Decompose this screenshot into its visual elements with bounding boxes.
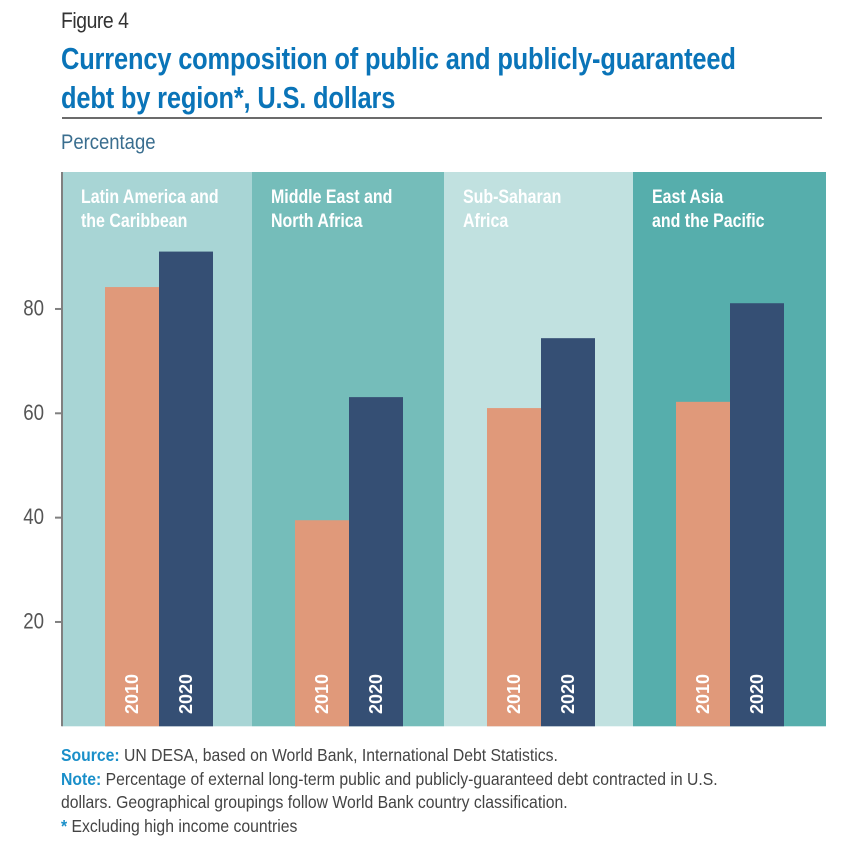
source-text: UN DESA, based on World Bank, Internatio… [119,745,558,765]
region-label: Middle East and North Africa [271,186,392,232]
region-label-line: Sub-Saharan [463,186,561,208]
region-label: Sub-Saharan Africa [463,186,561,232]
bar-2010 [105,287,159,727]
figure-label: Figure 4 [61,8,129,33]
bars: 2010 2020 2010 2020 2010 2020 2010 2020 [105,251,784,727]
chart-footer: Source: UN DESA, based on World Bank, In… [61,744,781,838]
chart-title: Currency composition of public and publi… [61,39,799,117]
bar-year-label: 2020 [747,674,767,714]
y-axis: 20 40 60 80 [23,172,63,727]
title-divider [62,117,822,119]
region-label-line: East Asia [652,186,723,208]
bar-2020 [730,303,784,727]
chart-title-line-1: Currency composition of public and publi… [61,41,736,76]
region-label-line: the Caribbean [81,210,187,232]
bar-2020 [541,338,595,727]
bar-year-label: 2010 [312,674,332,714]
region-label: Latin America and the Caribbean [81,186,219,232]
region-label-line: Latin America and [81,186,219,208]
note-line-2: dollars. Geographical groupings follow W… [61,792,568,812]
y-tick-label: 20 [23,610,44,634]
region-label-line: North Africa [271,210,363,232]
region-label-line: Africa [463,210,508,232]
note-line-1: Note: Percentage of external long-term p… [61,768,781,792]
region-label-line: and the Pacific [652,210,765,232]
bar-2010 [295,520,349,727]
bar-2020 [159,251,213,727]
region-label: East Asia and the Pacific [652,186,765,232]
bar-2010 [487,408,541,727]
bar-year-label: 2020 [176,674,196,714]
y-tick-label: 60 [23,401,44,425]
bar-year-label: 2010 [504,674,524,714]
y-tick-label: 40 [23,506,44,530]
bar-2020 [349,397,403,727]
note-key: Note: [61,768,102,789]
bar-year-label: 2010 [693,674,713,714]
bar-year-label: 2010 [122,674,142,714]
source-note: Source: UN DESA, based on World Bank, In… [61,744,781,768]
asterisk: * [61,815,68,836]
y-axis-label: Percentage [61,131,156,154]
bar-2010 [676,401,730,727]
bar-year-label: 2020 [558,674,578,714]
source-key: Source: [61,745,120,765]
note-text: Percentage of external long-term public … [101,768,718,789]
bar-year-label: 2020 [366,674,386,714]
y-tick-label: 80 [23,297,44,321]
asterisk-text: Excluding high income countries [67,815,298,836]
chart-title-line-2: debt by region*, U.S. dollars [61,80,396,115]
region-label-line: Middle East and [271,186,392,208]
asterisk-note: * Excluding high income countries [61,815,781,839]
